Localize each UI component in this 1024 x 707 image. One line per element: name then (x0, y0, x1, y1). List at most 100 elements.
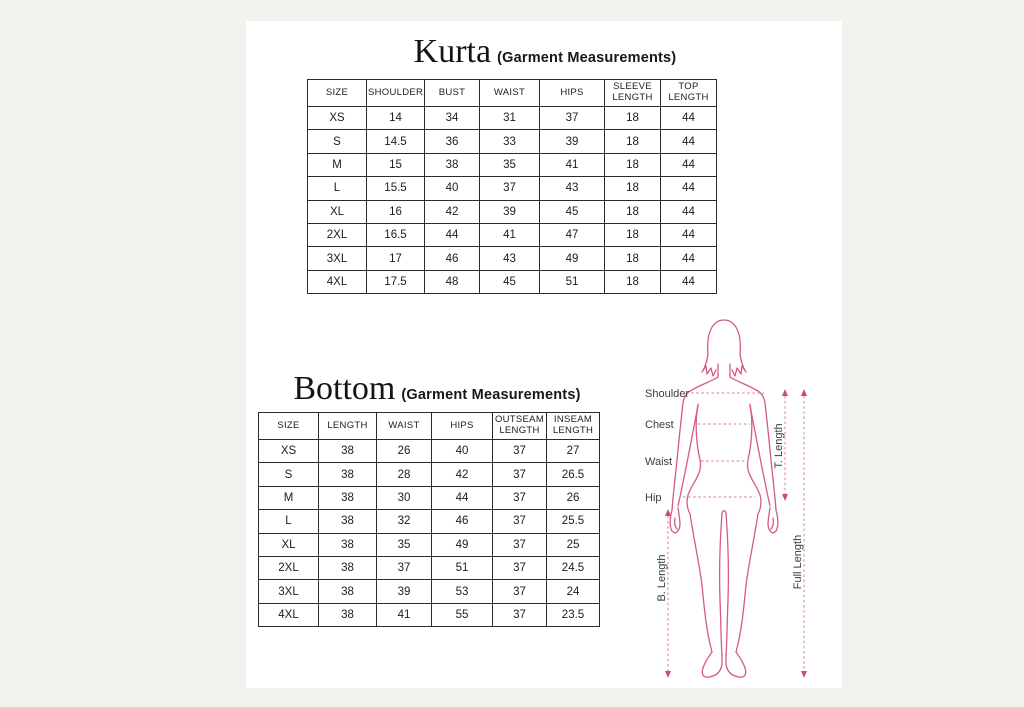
measurement-cell: 38 (318, 602, 377, 628)
measurement-cell: 34 (424, 105, 480, 131)
measurement-cell: 47 (539, 222, 605, 248)
column-header: WAIST (376, 412, 432, 440)
measurement-cell: 37 (492, 555, 547, 581)
measurement-cell: 25.5 (546, 509, 600, 534)
table-row: S 38 28 42 37 26.5 (258, 462, 600, 487)
measurement-cell: 45 (539, 199, 605, 224)
size-cell: 2XL (258, 555, 319, 581)
measurement-cell: 38 (318, 485, 377, 511)
measurement-cell: 24 (546, 579, 600, 604)
measurement-cell: 39 (479, 199, 540, 224)
kurta-header-row: SIZE SHOULDER BUST WAIST HIPS SLEEVE LENGTH TO… (307, 79, 717, 107)
table-row: 4XL 38 41 55 37 23.5 (258, 602, 600, 628)
column-header: TOP LENGTH (660, 79, 717, 107)
shoulder-label: Shoulder (645, 388, 689, 400)
measurement-cell: 44 (431, 485, 493, 511)
measurement-cell: 14 (366, 105, 425, 131)
table-row: 4XL 17.5 48 45 51 18 44 (307, 269, 717, 295)
full-length-label: Full Length (792, 535, 804, 589)
chest-label: Chest (645, 419, 674, 431)
measurement-cell: 36 (424, 129, 480, 154)
measurement-cell: 40 (431, 438, 493, 464)
column-header: SIZE (307, 79, 367, 107)
measurement-cell: 35 (479, 152, 540, 178)
measurement-cell: 38 (318, 532, 377, 557)
measurement-cell: 37 (539, 105, 605, 131)
table-row: L 38 32 46 37 25.5 (258, 509, 600, 534)
table-row: XS 14 34 31 37 18 44 (307, 105, 717, 131)
size-cell: 3XL (258, 579, 319, 604)
measurement-cell: 33 (479, 129, 540, 154)
measurement-cell: 44 (660, 222, 717, 248)
measurement-cell: 44 (660, 269, 717, 295)
column-header: LENGTH (318, 412, 377, 440)
measurement-cell: 49 (539, 246, 605, 271)
bottom-header-row: SIZE LENGTH WAIST HIPS OUTSEAM LENGTH INSEAM … (258, 412, 600, 440)
table-row: XL 16 42 39 45 18 44 (307, 199, 717, 224)
measurement-cell: 39 (376, 579, 432, 604)
measurement-cell: 41 (479, 222, 540, 248)
table-row: S 14.5 36 33 39 18 44 (307, 129, 717, 154)
measurement-cell: 26 (376, 438, 432, 464)
column-header: WAIST (479, 79, 540, 107)
measurement-cell: 41 (539, 152, 605, 178)
size-cell: L (307, 176, 367, 201)
measurement-cell: 44 (424, 222, 480, 248)
measurement-cell: 31 (479, 105, 540, 131)
measurement-cell: 44 (660, 105, 717, 131)
measurement-cell: 15 (366, 152, 425, 178)
measurement-cell: 18 (604, 246, 661, 271)
bottom-title: Bottom (Garment Measurements) (246, 370, 628, 408)
measurement-cell: 42 (424, 199, 480, 224)
measurement-cell: 18 (604, 269, 661, 295)
size-cell: 4XL (307, 269, 367, 295)
measurement-cell: 14.5 (366, 129, 425, 154)
size-cell: 4XL (258, 602, 319, 628)
measurement-cell: 40 (424, 176, 480, 201)
measurement-cell: 23.5 (546, 602, 600, 628)
size-cell: XS (258, 438, 319, 464)
measurement-cell: 37 (492, 485, 547, 511)
measurement-cell: 37 (492, 438, 547, 464)
column-header: BUST (424, 79, 480, 107)
measurement-cell: 46 (431, 509, 493, 534)
kurta-measurements-table: SIZE SHOULDER BUST WAIST HIPS SLEEVE LENGTH TO… (307, 79, 717, 295)
measurement-cell: 37 (492, 532, 547, 557)
measurement-cell: 43 (539, 176, 605, 201)
measurement-cell: 26 (546, 485, 600, 511)
table-row: M 15 38 35 41 18 44 (307, 152, 717, 178)
size-cell: 3XL (307, 246, 367, 271)
table-row: XS 38 26 40 37 27 (258, 438, 600, 464)
measurement-cell: 32 (376, 509, 432, 534)
waist-label: Waist (645, 456, 672, 468)
size-chart-sheet: Kurta (Garment Measurements) SIZE SHOULDE… (246, 21, 842, 688)
measurement-cell: 44 (660, 199, 717, 224)
measurement-cell: 18 (604, 199, 661, 224)
body-measurement-diagram: Shoulder Chest Waist Hip T. Length Full … (620, 300, 840, 700)
measurement-cell: 37 (492, 602, 547, 628)
column-header: SLEEVE LENGTH (604, 79, 661, 107)
b-length-arrow (665, 509, 671, 678)
table-row: 3XL 38 39 53 37 24 (258, 579, 600, 604)
measurement-cell: 37 (492, 462, 547, 487)
size-cell: M (307, 152, 367, 178)
measurement-cell: 38 (318, 462, 377, 487)
kurta-title-text: Kurta (413, 33, 492, 70)
table-row: 3XL 17 46 43 49 18 44 (307, 246, 717, 271)
full-length-arrow (801, 389, 807, 678)
column-header: HIPS (431, 412, 493, 440)
table-row: M 38 30 44 37 26 (258, 485, 600, 511)
measurement-cell: 44 (660, 246, 717, 271)
measurement-cell: 55 (431, 602, 493, 628)
body-figure-svg: Shoulder Chest Waist Hip T. Length Full … (645, 319, 807, 678)
bottom-title-text: Bottom (293, 370, 396, 407)
measurement-cell: 37 (479, 176, 540, 201)
size-cell: M (258, 485, 319, 511)
measurement-cell: 18 (604, 105, 661, 131)
measurement-cell: 43 (479, 246, 540, 271)
bottom-title-subtitle: (Garment Measurements) (401, 387, 581, 403)
measurement-cell: 27 (546, 438, 600, 464)
size-cell: XL (307, 199, 367, 224)
measurement-cell: 53 (431, 579, 493, 604)
kurta-title: Kurta (Garment Measurements) (336, 33, 754, 71)
